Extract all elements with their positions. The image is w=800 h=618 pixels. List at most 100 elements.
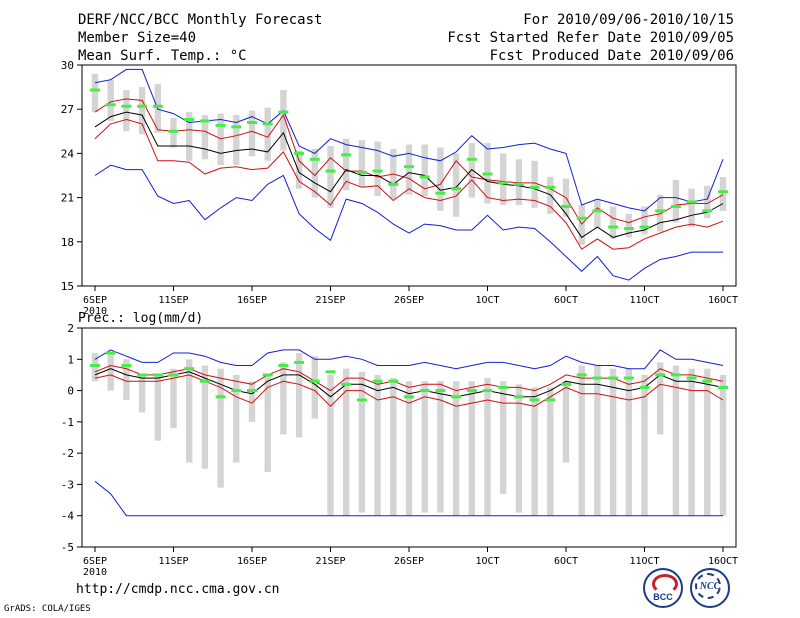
spread-box — [186, 359, 193, 463]
spread-box — [625, 213, 632, 238]
ncc-logo-text: NCC — [699, 581, 721, 592]
spread-box — [421, 144, 428, 197]
spread-box — [719, 176, 727, 211]
series-outer-lower — [94, 480, 723, 517]
spread-box — [594, 199, 601, 229]
spread-box — [233, 374, 240, 463]
spread-box — [358, 140, 366, 188]
spread-box — [657, 362, 664, 435]
y-tick-label: 27 — [61, 103, 74, 116]
spread-box — [201, 115, 209, 160]
spread-box — [123, 359, 130, 400]
y-tick-label: -4 — [61, 510, 75, 523]
panel2-variable-label: Prec.: log(mm/d) — [78, 311, 203, 326]
spread-box — [515, 159, 523, 205]
spread-box — [578, 204, 585, 245]
source-url[interactable]: http://cmdp.ncc.cma.gov.cn — [76, 582, 280, 597]
spread-box — [609, 206, 617, 239]
spread-box — [421, 381, 428, 513]
spread-box — [405, 381, 413, 516]
spread-box — [672, 179, 680, 223]
spread-box — [138, 374, 146, 413]
chart-title: DERF/NCC/BCC Monthly Forecast — [78, 12, 323, 28]
x-tick-label: 1OCT — [475, 295, 499, 306]
spread-box — [154, 374, 161, 441]
spread-box — [500, 153, 507, 205]
x-tick-label: 16SEP — [237, 556, 267, 567]
x-tick-label: 11OCT — [629, 556, 659, 567]
spread-box — [264, 374, 271, 472]
spread-box — [641, 374, 648, 516]
spread-box — [91, 353, 99, 382]
spread-box — [719, 374, 727, 516]
spread-box — [91, 73, 99, 113]
spread-box — [280, 90, 287, 151]
series-ensemble-mean — [94, 111, 724, 239]
spread-box — [594, 365, 601, 516]
series-outer-lower — [94, 164, 723, 281]
spread-box — [657, 194, 664, 232]
member-size: Member Size=40 — [78, 30, 197, 46]
spread-box — [327, 374, 334, 516]
spread-box — [107, 353, 114, 391]
spread-box — [468, 381, 475, 516]
spread-box — [500, 381, 507, 494]
y-tick-label: 30 — [61, 59, 74, 72]
ncc-logo: NCC — [690, 568, 730, 608]
spread-box — [625, 368, 632, 516]
y-tick-label: 1 — [67, 353, 74, 366]
spread-box — [264, 107, 271, 161]
spread-box — [327, 146, 334, 208]
spread-box — [343, 368, 350, 516]
spread-box — [562, 381, 570, 463]
spread-box — [531, 387, 538, 516]
x-tick-label: 6SEP — [83, 295, 107, 306]
y-tick-label: -3 — [61, 478, 74, 491]
series-inner-lower — [94, 374, 724, 407]
series-outer-upper — [94, 68, 724, 212]
x-tick-label: 26SEP — [394, 295, 424, 306]
spread-box — [343, 138, 350, 191]
x-tick-label: 16OCT — [708, 295, 738, 306]
y-tick-label: 24 — [61, 147, 75, 160]
spread-box — [217, 113, 224, 166]
x-tick-label: 11OCT — [629, 295, 659, 306]
spread-box — [405, 144, 413, 195]
series-ensemble-mean — [94, 368, 724, 398]
spread-box — [217, 368, 224, 488]
spread-box — [531, 160, 538, 208]
spread-box — [484, 378, 491, 516]
spread-box — [311, 356, 318, 419]
spread-box — [688, 368, 695, 516]
grads-credit: GrADS: COLA/IGES — [4, 604, 91, 614]
y-tick-label: 15 — [61, 280, 74, 293]
y-tick-label: -1 — [61, 416, 74, 429]
series-inner-upper — [94, 98, 724, 225]
series-inner-lower — [94, 118, 724, 250]
spread-box — [201, 365, 209, 469]
spread-box — [437, 381, 444, 513]
spread-box — [547, 387, 554, 516]
x-tick-label: 21SEP — [315, 556, 345, 567]
spread-box — [186, 112, 193, 161]
x-tick-label: 16OCT — [708, 556, 738, 567]
spread-box — [248, 110, 256, 157]
spread-box — [107, 79, 114, 121]
fcst-produced-date: Fcst Produced Date 2010/09/06 — [489, 48, 734, 64]
spread-box — [295, 353, 303, 438]
x-tick-label: 11SEP — [158, 556, 188, 567]
spread-box — [641, 206, 648, 235]
spread-box — [248, 381, 256, 422]
spread-box — [123, 90, 130, 132]
spread-box — [437, 147, 444, 211]
x-tick-sublabel: 2010 — [83, 306, 107, 317]
spread-box — [358, 371, 366, 513]
x-tick-label: 6OCT — [554, 295, 578, 306]
spread-box — [609, 368, 617, 516]
spread-box — [138, 87, 146, 135]
bcc-logo: BCC — [643, 568, 683, 608]
spread-box — [688, 188, 695, 228]
